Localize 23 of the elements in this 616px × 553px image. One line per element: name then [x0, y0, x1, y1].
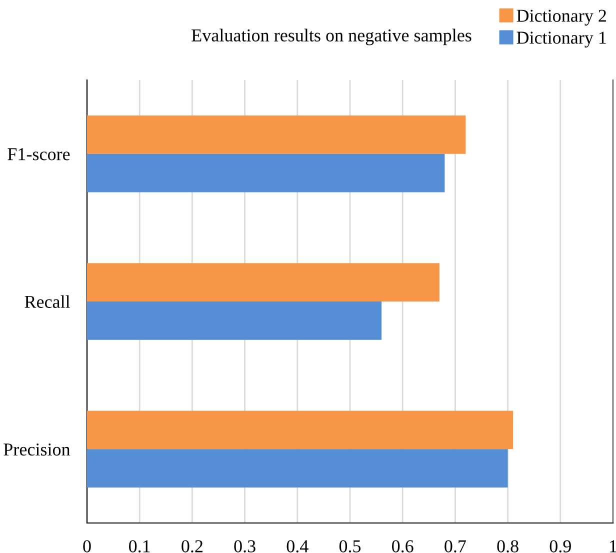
x-tick-label: 0.8 — [497, 540, 518, 552]
x-tick-label: 0.6 — [392, 540, 414, 552]
bar — [87, 154, 445, 192]
legend-label: Dictionary 1 — [516, 32, 606, 48]
x-tick-label: 0.3 — [234, 540, 256, 552]
bar — [87, 410, 514, 450]
x-tick-label: 0.7 — [444, 540, 466, 552]
y-tick-label: Recall — [24, 295, 70, 308]
y-tick-label: F1-score — [8, 148, 70, 160]
x-tick-label: 1 — [610, 540, 616, 552]
bar — [87, 115, 466, 154]
y-tick-label: Precision — [4, 443, 70, 456]
x-tick-label: 0.2 — [182, 540, 202, 552]
legend-label: Dictionary 2 — [516, 10, 606, 26]
bar — [87, 263, 440, 302]
bar — [87, 449, 508, 488]
chart-title: Evaluation results on negative samples — [192, 28, 472, 46]
x-tick-label: 0 — [83, 540, 91, 552]
x-tick-label: 0.4 — [286, 540, 308, 552]
x-tick-label: 0.9 — [550, 540, 571, 552]
bar — [87, 302, 382, 340]
x-tick-label: 0.1 — [129, 540, 150, 552]
x-tick-label: 0.5 — [339, 540, 361, 552]
